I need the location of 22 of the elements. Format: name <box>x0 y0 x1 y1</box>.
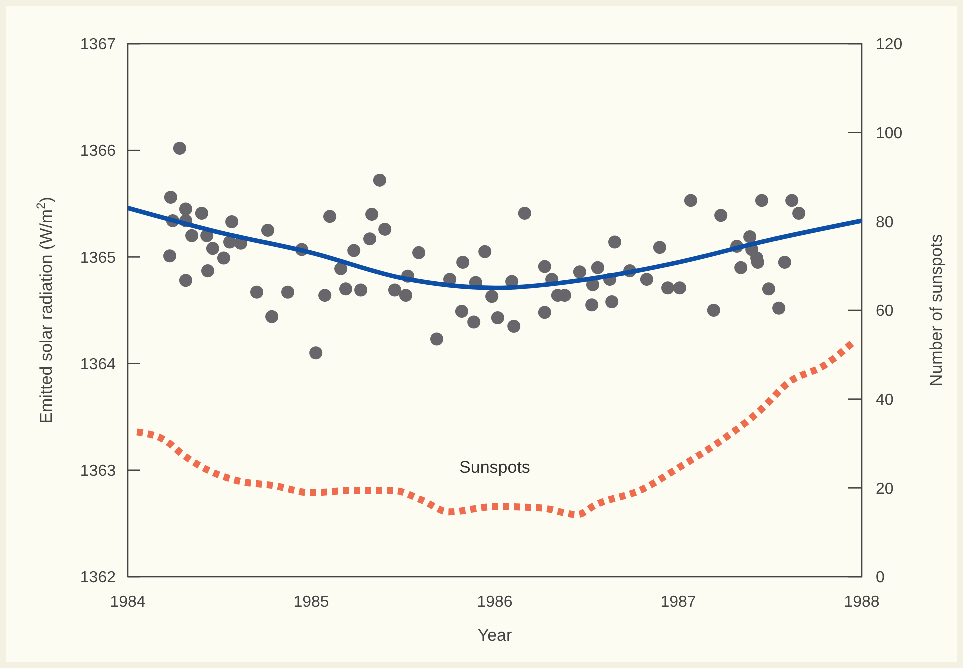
y2-tick-label: 100 <box>876 125 903 142</box>
y2-tick-label: 0 <box>876 570 885 587</box>
y2-tick-label: 20 <box>876 480 894 498</box>
y-tick-label: 1366 <box>80 143 116 160</box>
y2-axis-title: Number of sunspots <box>927 234 946 387</box>
x-tick-label: 1984 <box>110 594 146 611</box>
y-tick-label: 1362 <box>80 570 116 587</box>
x-tick-label: 1988 <box>844 594 880 611</box>
y2-tick-label: 40 <box>876 392 894 409</box>
line-series <box>126 206 864 290</box>
y2-tick-label: 60 <box>876 303 894 320</box>
y-tick-label: 1364 <box>80 356 116 374</box>
x-tick-label: 1987 <box>660 594 696 611</box>
x-axis-title: Year <box>478 626 513 645</box>
x-tick-label: 1986 <box>477 594 513 611</box>
series-label: Sunspots <box>460 458 530 477</box>
y-tick-label: 1363 <box>80 463 116 480</box>
y-tick-label: 1367 <box>80 36 116 54</box>
y-tick-label: 1365 <box>80 250 116 267</box>
y2-tick-label: 80 <box>876 214 894 232</box>
x-tick-label: 1985 <box>294 594 330 611</box>
y2-tick-label: 120 <box>876 36 903 54</box>
